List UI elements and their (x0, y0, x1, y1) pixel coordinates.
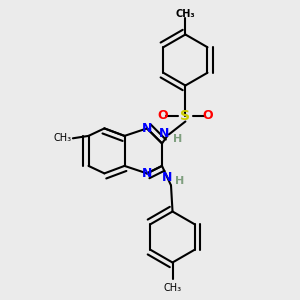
Text: N: N (142, 167, 152, 180)
Text: N: N (159, 127, 170, 140)
Text: N: N (162, 171, 172, 184)
Text: O: O (202, 109, 213, 122)
Text: N: N (142, 122, 152, 135)
Text: CH₃: CH₃ (164, 283, 181, 293)
Text: H: H (173, 134, 182, 144)
Text: S: S (180, 109, 190, 122)
Text: CH₃: CH₃ (53, 133, 71, 143)
Text: H: H (175, 176, 184, 187)
Text: CH₃: CH₃ (176, 9, 195, 19)
Text: O: O (158, 109, 168, 122)
